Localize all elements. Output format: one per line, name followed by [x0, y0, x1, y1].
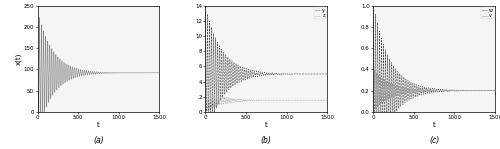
w [414, 94, 420, 96]
y [274, 73, 280, 75]
v [448, 90, 454, 92]
w [467, 90, 473, 92]
v [376, 104, 382, 106]
Line: z: z [206, 90, 327, 112]
w [376, 30, 382, 32]
X-axis label: t: t [433, 122, 436, 128]
w [442, 90, 448, 92]
v [442, 90, 448, 91]
w [370, 3, 376, 5]
y [280, 73, 285, 74]
z [324, 100, 330, 101]
Text: (c): (c) [429, 136, 440, 145]
v [467, 90, 473, 91]
y [246, 76, 252, 78]
w [492, 90, 498, 91]
z [280, 100, 285, 101]
z [274, 100, 280, 101]
Line: y: y [206, 6, 327, 138]
z [292, 100, 298, 101]
Line: w: w [374, 4, 495, 149]
y [299, 73, 305, 75]
y [202, 5, 208, 7]
z [202, 111, 208, 113]
X-axis label: t: t [265, 122, 268, 128]
Legend: y, z: y, z [314, 7, 326, 19]
Text: (b): (b) [261, 136, 272, 145]
v [370, 111, 376, 113]
z [299, 100, 305, 101]
y [204, 137, 210, 139]
Text: (a): (a) [93, 136, 104, 145]
v [492, 90, 498, 91]
Y-axis label: x(t): x(t) [16, 53, 22, 65]
w [460, 90, 466, 91]
y [208, 27, 214, 28]
z [208, 107, 214, 109]
y [292, 73, 298, 75]
w [448, 89, 454, 91]
v [372, 70, 378, 72]
Line: v: v [374, 71, 495, 112]
X-axis label: t: t [97, 122, 100, 128]
v [414, 89, 420, 90]
v [460, 90, 466, 91]
y [324, 73, 330, 75]
Legend: w, v: w, v [482, 7, 494, 19]
z [246, 99, 252, 101]
z [204, 89, 210, 91]
